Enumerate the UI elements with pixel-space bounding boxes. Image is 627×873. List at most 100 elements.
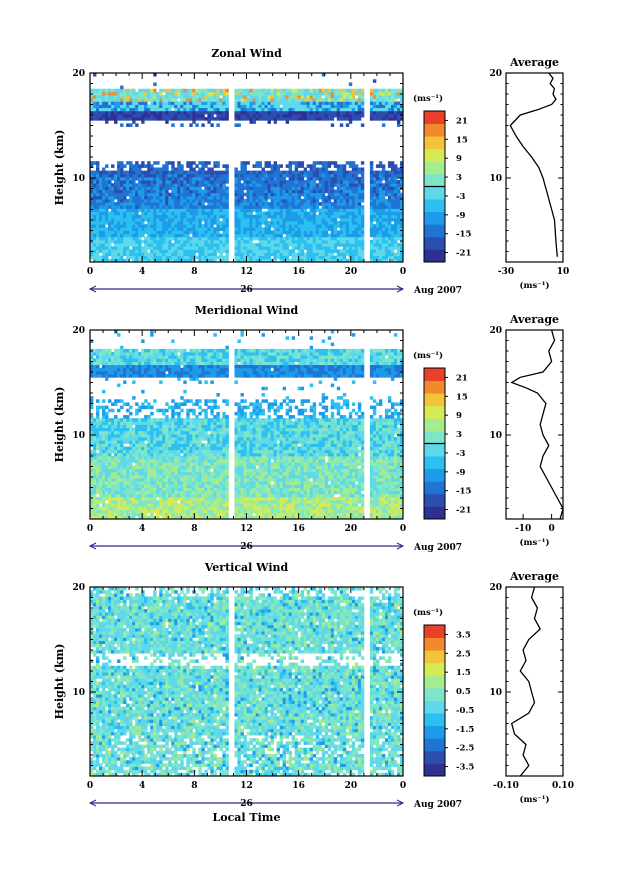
panel-3: Vertical Wind 20 10 0 4 8 12 16 20 0 Height (km) 26… xyxy=(53,561,574,824)
colorbar-tick-label: 3.5 xyxy=(456,630,471,640)
colorbar-tick-label: 9 xyxy=(456,154,462,164)
x-tick-label: 16 xyxy=(292,524,305,534)
y-axis-label: Height (km) xyxy=(53,130,66,206)
profile-y-tick-label: 20 xyxy=(489,69,502,79)
profile-x-tick-label: -30 xyxy=(498,267,514,277)
profile-frame xyxy=(505,586,564,777)
x-tick-label: 12 xyxy=(240,267,253,277)
profile-y-tick-label: 10 xyxy=(489,431,502,441)
date-suffix: Aug 2007 xyxy=(413,286,462,296)
x-tick-label: 20 xyxy=(345,524,358,534)
y-tick-label: 10 xyxy=(72,688,85,698)
x-tick-label: 16 xyxy=(292,267,305,277)
panel-2: Meridional Wind 20 10 0 4 8 12 16 20 0 Height (km)… xyxy=(53,304,564,553)
x-tick-label: 8 xyxy=(191,524,197,534)
x-tick-label: 20 xyxy=(345,267,358,277)
colorbar-tick-label: 3 xyxy=(456,430,462,440)
colorbar: (ms⁻¹) 3.5 2.5 1.5 0.5 -0.5 -1.5 -2.5 -3.5 xyxy=(413,607,474,777)
colorbar-tick-label: 21 xyxy=(456,116,468,126)
colorbar-tick-label: -2.5 xyxy=(456,744,474,754)
x-tick-label: 0 xyxy=(87,524,93,534)
y-tick-label: 10 xyxy=(72,174,85,184)
colorbar-tick-label: -21 xyxy=(456,249,471,259)
x-tick-label: 20 xyxy=(345,781,358,791)
colorbar-tick-label: 21 xyxy=(456,373,468,383)
colorbar-tick-label: -3 xyxy=(456,449,466,459)
profile-title: Average xyxy=(509,570,559,583)
profile-line xyxy=(509,72,558,257)
panel-title: Zonal Wind xyxy=(211,47,282,60)
colorbar-unit: (ms⁻¹) xyxy=(413,350,443,361)
profile-title: Average xyxy=(509,313,559,326)
profile-x-tick-label: -0.10 xyxy=(493,781,519,791)
colorbar-tick-label: -15 xyxy=(456,230,471,240)
colorbar-tick-label: -3 xyxy=(456,192,466,202)
profile-y-tick-label: 10 xyxy=(489,688,502,698)
colorbar-frame xyxy=(423,624,446,777)
colorbar-tick-label: 3 xyxy=(456,173,462,183)
average-profile: Average 20 10 -30 10 (ms⁻¹) xyxy=(489,56,569,291)
profile-line xyxy=(510,329,564,520)
profile-x-label: (ms⁻¹) xyxy=(519,280,549,291)
y-axis-label: Height (km) xyxy=(53,644,66,720)
heatmap-cells xyxy=(90,73,404,263)
colorbar-tick-label: 2.5 xyxy=(456,649,471,659)
x-tick-label: 12 xyxy=(240,524,253,534)
x-tick-label: 4 xyxy=(139,781,145,791)
colorbar-tick-label: 15 xyxy=(456,392,468,402)
average-profile: Average 20 10 -10 0 (ms⁻¹) xyxy=(489,313,564,548)
colorbar-tick-label: -0.5 xyxy=(456,706,474,716)
colorbar-unit: (ms⁻¹) xyxy=(413,607,443,618)
date-suffix: Aug 2007 xyxy=(413,800,462,810)
heatmap-cells xyxy=(90,587,404,777)
colorbar-unit: (ms⁻¹) xyxy=(413,93,443,104)
colorbar-tick-label: -3.5 xyxy=(456,763,474,773)
profile-x-label: (ms⁻¹) xyxy=(519,537,549,548)
x-tick-label: 8 xyxy=(191,781,197,791)
x-tick-label: 12 xyxy=(240,781,253,791)
colorbar-tick-label: 15 xyxy=(456,135,468,145)
colorbar: (ms⁻¹) 21 15 9 3 -3 -9 -15 -21 xyxy=(413,350,471,520)
colorbar-tick-label: 1.5 xyxy=(456,668,471,678)
x-tick-label: 0 xyxy=(400,267,406,277)
x-tick-label: 0 xyxy=(400,781,406,791)
colorbar-tick-label: -9 xyxy=(456,468,466,478)
x-tick-label: 16 xyxy=(292,781,305,791)
heatmap-cells xyxy=(90,330,404,520)
x-axis-label: Local Time xyxy=(213,811,281,824)
profile-y-tick-label: 10 xyxy=(489,174,502,184)
panel-title: Meridional Wind xyxy=(195,304,299,317)
colorbar-tick-label: -21 xyxy=(456,506,471,516)
profile-frame xyxy=(505,329,564,520)
y-tick-label: 20 xyxy=(72,583,85,593)
profile-x-label: (ms⁻¹) xyxy=(519,794,549,805)
y-tick-label: 20 xyxy=(72,326,85,336)
panel-title: Vertical Wind xyxy=(204,561,289,574)
colorbar-tick-label: -1.5 xyxy=(456,725,474,735)
x-tick-label: 8 xyxy=(191,267,197,277)
profile-y-tick-label: 20 xyxy=(489,326,502,336)
profile-x-tick-label: 10 xyxy=(557,267,570,277)
x-tick-label: 4 xyxy=(139,524,145,534)
x-tick-label: 0 xyxy=(400,524,406,534)
profile-title: Average xyxy=(509,56,559,69)
average-profile: Average 20 10 -0.10 0.10(ms⁻¹) xyxy=(489,570,573,805)
x-tick-label: 0 xyxy=(87,267,93,277)
y-tick-label: 20 xyxy=(72,69,85,79)
profile-x-tick-label: 0.10 xyxy=(552,781,574,791)
profile-x-tick-label: 0 xyxy=(548,524,554,534)
colorbar-tick-label: -9 xyxy=(456,211,466,221)
x-tick-label: 0 xyxy=(87,781,93,791)
x-tick-label: 4 xyxy=(139,267,145,277)
profile-x-tick-label: -10 xyxy=(515,524,531,534)
date-label: 26 xyxy=(240,799,253,809)
y-axis-label: Height (km) xyxy=(53,387,66,463)
y-tick-label: 10 xyxy=(72,431,85,441)
colorbar-tick-label: -15 xyxy=(456,487,471,497)
profile-line xyxy=(510,586,542,777)
colorbar: (ms⁻¹) 21 15 9 3 -3 -9 -15 -21 xyxy=(413,93,471,263)
date-suffix: Aug 2007 xyxy=(413,543,462,553)
panel-1: Zonal Wind 20 10 0 4 8 12 16 20 0 Height (km) 26 Aug… xyxy=(53,47,569,296)
colorbar-tick-label: 9 xyxy=(456,411,462,421)
